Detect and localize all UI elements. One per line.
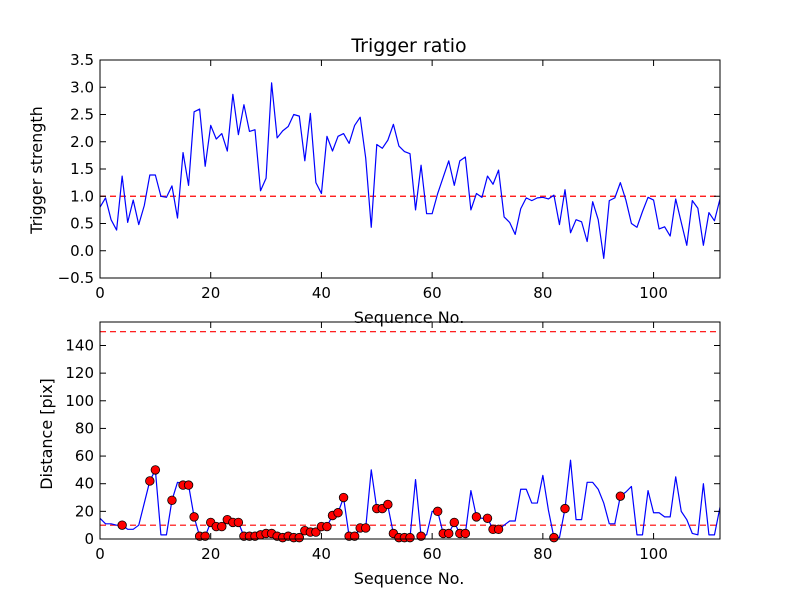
x-tick-label: 0	[95, 545, 105, 563]
y-tick-label: 80	[75, 419, 94, 437]
x-tick-label: 40	[312, 545, 331, 563]
data-point	[117, 520, 127, 530]
data-point	[471, 512, 482, 522]
y-tick-label: 120	[65, 364, 94, 382]
data-point	[167, 495, 177, 505]
data-point	[322, 521, 332, 532]
y-tick-label: 1.5	[70, 160, 94, 178]
y-tick-label: 3.5	[70, 51, 94, 69]
y-tick-label: 140	[65, 336, 94, 354]
y-tick-label: 100	[65, 392, 94, 410]
data-point	[189, 512, 199, 522]
data-point	[560, 503, 570, 514]
y-tick-label: −0.5	[58, 269, 94, 287]
data-point	[183, 480, 194, 490]
y-tick-label: 2.5	[70, 106, 94, 124]
x-tick-label: 60	[423, 284, 442, 302]
data-point	[444, 528, 454, 539]
x-tick-label: 60	[423, 545, 442, 563]
y-axis-label: Trigger strength	[27, 106, 46, 235]
x-tick-label: 20	[201, 284, 220, 302]
distance-chart: Distance [pix] Sequence No. 0 20 40 60 80 100…	[37, 321, 721, 588]
data-point	[233, 517, 244, 528]
y-tick-label: 20	[75, 502, 94, 520]
data-point	[145, 476, 155, 486]
data-point	[482, 513, 493, 523]
data-point	[493, 524, 504, 535]
data-point	[549, 532, 559, 543]
x-tick-label: 20	[201, 545, 220, 563]
x-tick-label: 0	[95, 284, 105, 302]
data-point	[217, 521, 227, 532]
data-point	[460, 528, 471, 539]
x-tick-label: 80	[533, 284, 552, 302]
axes-frame	[99, 321, 721, 540]
y-tick-label: 2.0	[70, 133, 94, 151]
data-point	[311, 527, 321, 537]
x-axis-label: Sequence No.	[354, 308, 465, 327]
data-point	[349, 531, 360, 541]
y-tick-label: 40	[75, 475, 94, 493]
y-tick-label: 0.0	[70, 242, 94, 260]
data-point	[405, 532, 415, 543]
data-point	[200, 531, 210, 541]
y-axis-label: Distance [pix]	[37, 378, 56, 490]
x-tick-label: 80	[533, 545, 552, 563]
y-tick-label: 0	[84, 530, 94, 548]
data-point	[416, 531, 426, 541]
data-point	[361, 523, 371, 533]
data-point	[432, 506, 443, 517]
y-tick-label: 1.0	[70, 187, 94, 205]
data-point	[338, 492, 349, 503]
series-line	[100, 82, 720, 259]
data-point	[615, 491, 626, 501]
data-point	[333, 508, 343, 518]
y-tick-label: 3.0	[70, 78, 94, 96]
data-point	[294, 532, 304, 543]
data-point	[449, 517, 459, 528]
data-point	[383, 499, 393, 510]
x-axis-label: Sequence No.	[354, 569, 465, 588]
y-tick-label: 0.5	[70, 215, 94, 233]
x-tick-label: 100	[639, 284, 668, 302]
data-point	[150, 465, 161, 475]
x-tick-label: 100	[639, 545, 668, 563]
x-tick-label: 40	[312, 284, 331, 302]
chart-title: Trigger ratio	[350, 35, 466, 57]
plot-area	[100, 82, 720, 259]
y-tick-label: 60	[75, 447, 94, 465]
